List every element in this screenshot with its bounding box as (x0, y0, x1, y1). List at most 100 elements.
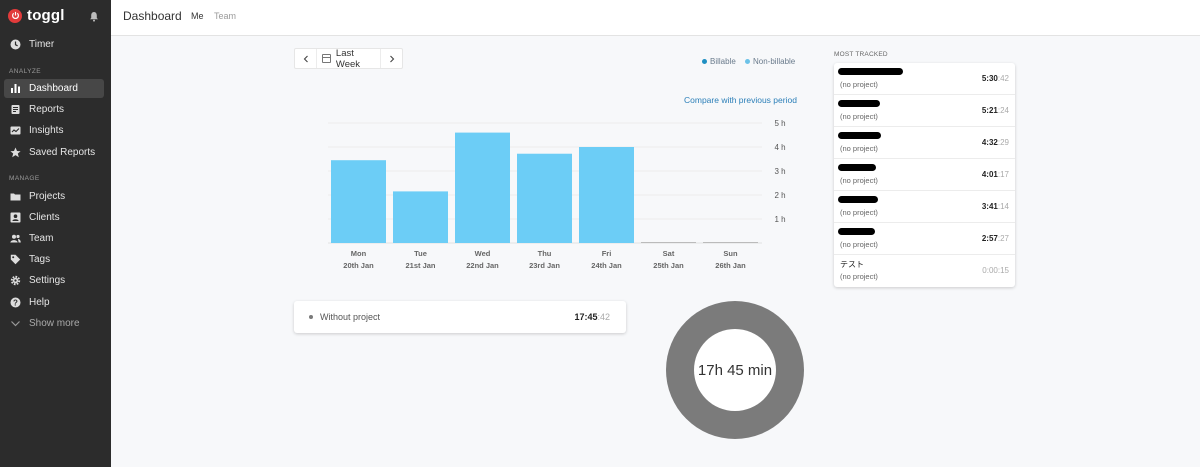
entry-project: (no project) (840, 144, 878, 153)
entry-duration: 5:30:42 (982, 74, 1009, 83)
x-tick-day: Wed (475, 249, 491, 258)
compare-previous-link[interactable]: Compare with previous period (684, 95, 797, 105)
legend-label: Non-billable (753, 57, 796, 66)
x-tick-date: 24th Jan (591, 261, 622, 270)
page-title: Dashboard (123, 9, 182, 23)
sidebar-item-label: Clients (29, 212, 60, 223)
previous-period-button[interactable] (295, 49, 316, 68)
entry-duration: 0:00:15 (982, 266, 1009, 275)
entry-duration: 5:21:24 (982, 106, 1009, 115)
date-range-picker: Last Week (294, 47, 403, 70)
duration-seconds: :17 (997, 170, 1009, 179)
duration-main: 3:41 (981, 202, 998, 211)
entry-duration: 3:41:14 (982, 202, 1009, 211)
help-icon: ? (10, 297, 21, 308)
legend-billable: Billable (702, 57, 736, 66)
sidebar-item-reports[interactable]: Reports (4, 100, 104, 119)
folder-icon (10, 191, 21, 202)
most-tracked-item[interactable]: (no project) 4:01:17 (834, 159, 1015, 191)
period-label: Last Week (335, 47, 361, 70)
project-name: Without project (320, 312, 381, 322)
brand-name: toggl (27, 7, 65, 24)
sidebar-item-label: Tags (29, 254, 51, 265)
redacted-entry-name (838, 196, 878, 203)
gear-icon (10, 275, 21, 286)
tag-icon (10, 254, 21, 265)
sidebar-item-help[interactable]: ? Help (4, 293, 104, 312)
period-selector[interactable]: Last Week (316, 47, 381, 70)
x-tick-day: Mon (351, 249, 367, 258)
x-tick-day: Sun (723, 249, 738, 258)
power-icon (8, 8, 22, 23)
analyze-section-label: ANALYZE (9, 68, 41, 75)
duration-seconds: 0:00:15 (982, 266, 1009, 275)
y-tick-label: 1 h (774, 215, 785, 224)
duration-seconds: :27 (997, 234, 1009, 243)
most-tracked-item[interactable]: (no project) 3:41:14 (834, 191, 1015, 223)
sidebar-item-tags[interactable]: Tags (4, 250, 104, 269)
top-header: Dashboard Me Team (111, 0, 1200, 36)
bar[interactable] (455, 132, 510, 243)
entry-duration: 4:32:29 (982, 138, 1009, 147)
x-tick-date: 21st Jan (405, 261, 435, 270)
next-period-button[interactable] (381, 49, 402, 68)
sidebar-item-label: Saved Reports (29, 147, 96, 158)
insights-icon (10, 125, 21, 136)
sidebar-item-timer[interactable]: Timer (4, 35, 104, 54)
most-tracked-item[interactable]: (no project) 4:32:29 (834, 127, 1015, 159)
duration-main: 17:45 (574, 312, 598, 322)
entry-project: (no project) (840, 208, 878, 217)
calendar-icon (322, 54, 331, 63)
entry-duration: 4:01:17 (982, 170, 1009, 179)
brand[interactable]: toggl (8, 7, 65, 24)
daily-bar-chart: 1 h 2 h 3 h 4 h 5 h Mon 20th Jan Tue 21st Jan Wed… (328, 119, 786, 270)
tab-team[interactable]: Team (214, 11, 237, 21)
most-tracked-item[interactable]: テスト (no project) 0:00:15 (834, 255, 1015, 287)
sidebar-item-label: Insights (29, 125, 64, 136)
legend-non-billable: Non-billable (745, 57, 795, 66)
sidebar-item-insights[interactable]: Insights (4, 121, 104, 140)
project-duration: 17:45:42 (574, 312, 610, 322)
sidebar-item-label: Projects (29, 191, 66, 202)
chevron-down-icon (10, 318, 21, 329)
duration-main: 2:57 (981, 234, 998, 243)
x-tick-day: Thu (538, 249, 552, 258)
bar[interactable] (331, 160, 386, 243)
redacted-entry-name (838, 164, 876, 171)
duration-seconds: :24 (997, 106, 1009, 115)
bar[interactable] (579, 147, 634, 243)
client-icon (10, 212, 21, 223)
bar-chart-icon (10, 83, 21, 94)
clock-icon (10, 39, 21, 50)
most-tracked-item[interactable]: (no project) 2:57:27 (834, 223, 1015, 255)
sidebar-show-more[interactable]: Show more (4, 314, 104, 333)
most-tracked-item[interactable]: (no project) 5:21:24 (834, 95, 1015, 127)
duration-main: 5:30 (981, 74, 998, 83)
x-tick-date: 22nd Jan (466, 261, 499, 270)
duration-main: 4:01 (981, 170, 998, 179)
sidebar-item-dashboard[interactable]: Dashboard (4, 79, 104, 98)
entry-project: (no project) (840, 240, 878, 249)
most-tracked-list: (no project) 5:30:42 (no project) 5:21:24 (n… (834, 63, 1015, 287)
most-tracked-item[interactable]: (no project) 5:30:42 (834, 63, 1015, 95)
sidebar-item-saved-reports[interactable]: Saved Reports (4, 143, 104, 162)
sidebar-item-label: Settings (29, 275, 66, 286)
duration-seconds: :29 (997, 138, 1009, 147)
bar[interactable] (517, 153, 572, 243)
project-row[interactable]: Without project 17:45:42 (294, 301, 626, 333)
chevron-right-icon (389, 55, 394, 62)
tab-me[interactable]: Me (191, 11, 204, 21)
entry-project: (no project) (840, 176, 878, 185)
duration-seconds: :14 (997, 202, 1009, 211)
sidebar-item-team[interactable]: Team (4, 229, 104, 248)
team-icon (10, 233, 21, 244)
sidebar-item-settings[interactable]: Settings (4, 271, 104, 290)
sidebar-item-clients[interactable]: Clients (4, 208, 104, 227)
report-icon (10, 104, 21, 115)
most-tracked-heading: MOST TRACKED (834, 51, 888, 58)
sidebar-item-projects[interactable]: Projects (4, 187, 104, 206)
sidebar-item-label: Team (29, 233, 54, 244)
bell-icon[interactable] (89, 9, 99, 22)
bar[interactable] (393, 191, 448, 243)
y-tick-label: 4 h (774, 143, 785, 152)
